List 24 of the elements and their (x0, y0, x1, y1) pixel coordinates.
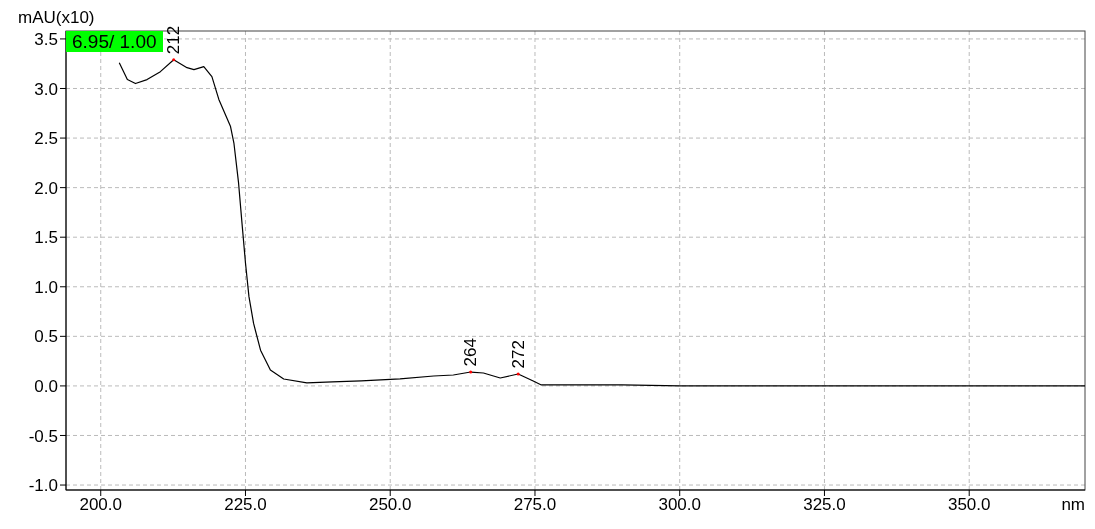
y-tick-label: 3.5 (34, 29, 58, 49)
y-tick-label: 3.0 (34, 79, 58, 99)
annotation: 272 (508, 340, 528, 369)
y-tick-label: 1.0 (34, 277, 58, 297)
y-tick-label: 2.0 (34, 178, 58, 198)
y-tick-label: 0.0 (34, 376, 58, 396)
annotation: 264 (461, 338, 481, 367)
y-tick-label: 0.5 (34, 327, 58, 347)
x-tick-label: 350.0 (947, 495, 991, 515)
annotation: 6.95/ 1.00 (66, 31, 163, 52)
x-tick-label: 300.0 (658, 495, 701, 515)
annotation: 212 (164, 25, 184, 55)
x-tick-label: 250.0 (368, 495, 412, 515)
x-tick-label: 200.0 (79, 495, 123, 515)
y-tick-label: -0.5 (28, 426, 58, 446)
y-tick-label: 1.5 (34, 228, 58, 248)
x-tick-label: 225.0 (224, 495, 267, 515)
x-axis-title: nm (1061, 495, 1085, 515)
line-series (118, 59, 1085, 387)
y-tick-label: -1.0 (28, 476, 58, 496)
y-axis-title: mAU(x10) (18, 8, 95, 28)
y-tick-label: 2.5 (34, 129, 58, 149)
x-tick-label: 325.0 (803, 495, 846, 515)
x-tick-label: 275.0 (513, 495, 557, 515)
